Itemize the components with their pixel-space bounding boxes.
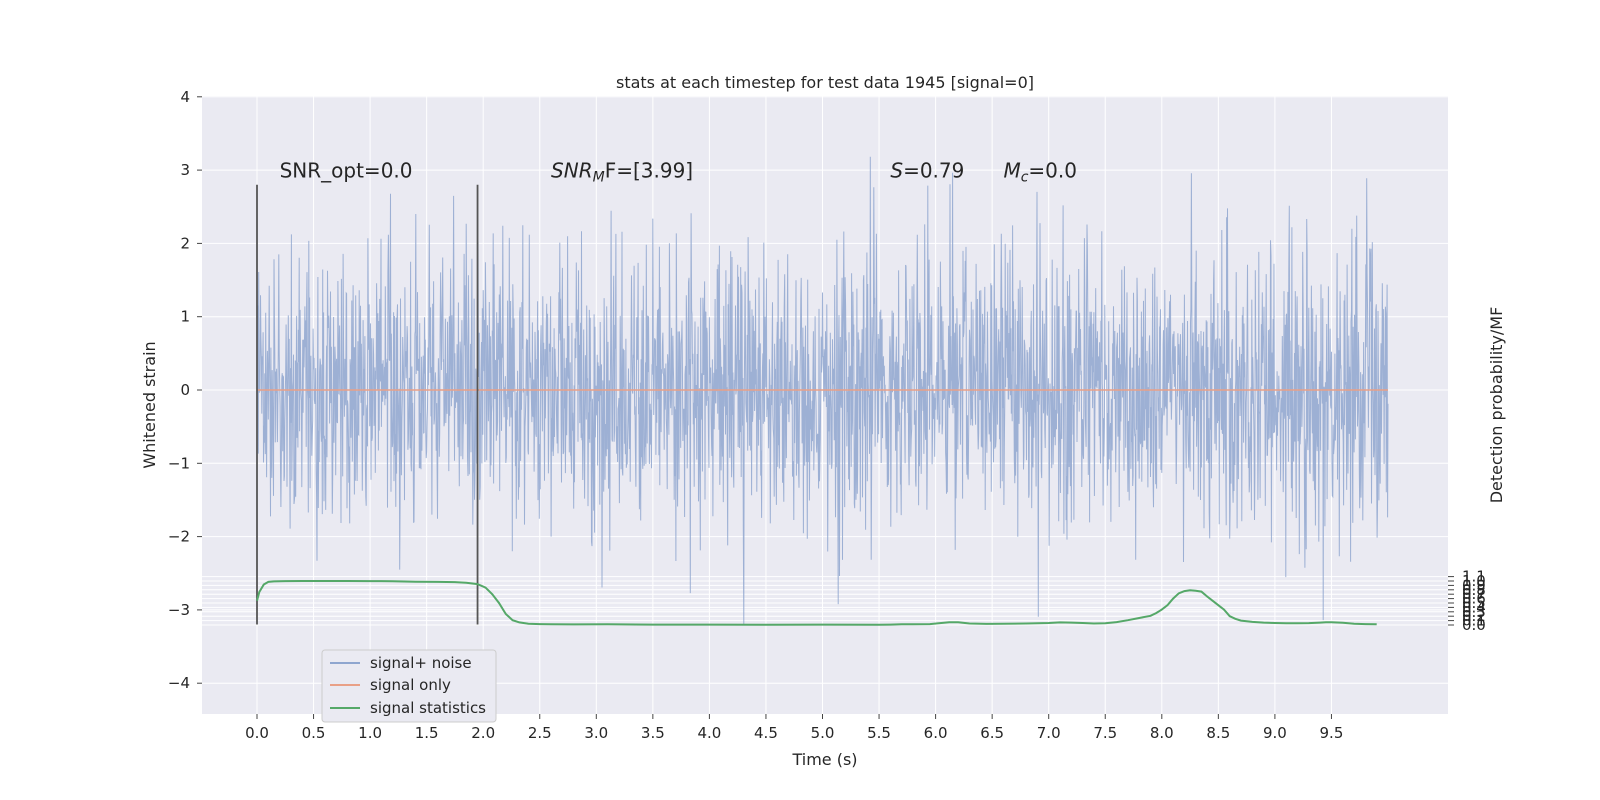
yr-tick-label-6: 0.5 [1462, 594, 1486, 612]
x-tick-label-19: 9.5 [1320, 724, 1344, 742]
chart-title: stats at each timestep for test data 194… [616, 73, 1034, 92]
annotation-snr_mf: SNRMF=[3.99] [551, 158, 693, 185]
x-tick-label-3: 1.5 [415, 724, 439, 742]
x-tick-label-1: 0.5 [302, 724, 326, 742]
x-tick-label-6: 3.0 [584, 724, 608, 742]
yr-tick-label-2: 0.9 [1462, 576, 1486, 594]
legend-box [321, 649, 497, 723]
yr-tick-label-5: 0.6 [1462, 590, 1486, 608]
yl-tick-label-4: 0 [180, 381, 190, 399]
yl-tick-label-5: −1 [168, 454, 190, 472]
x-tick-label-2: 1.0 [358, 724, 382, 742]
yl-tick-label-0: 4 [180, 88, 190, 106]
yr-tick-label-7: 0.4 [1462, 598, 1486, 616]
signal-statistics-line [256, 580, 1377, 626]
x-tick-label-4: 2.0 [471, 724, 495, 742]
y-right-axis-label: Detection probability/MF [1487, 307, 1506, 504]
x-tick-label-14: 7.0 [1037, 724, 1061, 742]
yr-tick-label-0: 1.1 [1462, 568, 1486, 586]
vertical-markers [256, 184, 479, 625]
x-tick-label-8: 4.0 [697, 724, 721, 742]
yr-tick-label-8: 0.3 [1462, 603, 1486, 621]
plot-background [202, 96, 1448, 714]
yl-tick-label-6: −2 [168, 528, 190, 546]
yr-tick-label-4: 0.7 [1462, 585, 1486, 603]
y-left-axis-ticks: 4 3 2 1 0 −1 −2 −3 −4 [168, 88, 202, 692]
x-tick-label-17: 8.5 [1206, 724, 1230, 742]
annotation-mc: Mc=0.0 [1003, 158, 1077, 185]
yl-tick-label-8: −4 [168, 674, 190, 692]
x-tick-label-9: 4.5 [754, 724, 778, 742]
yl-tick-label-7: −3 [168, 601, 190, 619]
legend-label-signal-statistics: signal statistics [370, 699, 486, 717]
yr-tick-label-10: 0.1 [1462, 612, 1486, 630]
y-left-axis-label: Whitened strain [140, 341, 159, 468]
x-tick-label-10: 5.0 [811, 724, 835, 742]
legend-label-signal-noise: signal+ noise [370, 654, 472, 672]
legend: signal+ noise signal only signal statist… [321, 649, 497, 723]
x-axis-label: Time (s) [791, 750, 857, 769]
x-tick-label-18: 9.0 [1263, 724, 1287, 742]
x-tick-label-5: 2.5 [528, 724, 552, 742]
yr-tick-label-1: 1.0 [1462, 572, 1486, 590]
x-tick-label-16: 8.0 [1150, 724, 1174, 742]
noise-trace [256, 156, 1389, 626]
annotation-s_stat: S=0.79 [890, 158, 964, 182]
x-tick-label-13: 6.5 [980, 724, 1004, 742]
annotation-snr_opt: SNR_opt=0.0 [280, 158, 413, 182]
x-tick-label-0: 0.0 [245, 724, 269, 742]
yl-tick-label-1: 3 [180, 161, 190, 179]
x-tick-label-7: 3.5 [641, 724, 665, 742]
x-tick-label-12: 6.0 [924, 724, 948, 742]
x-tick-label-11: 5.5 [867, 724, 891, 742]
yr-tick-label-9: 0.2 [1462, 607, 1486, 625]
x-tick-label-15: 7.5 [1093, 724, 1117, 742]
yl-tick-label-3: 1 [180, 308, 190, 326]
x-axis-ticks: 0.0 0.5 1.0 1.5 2.0 2.5 3.0 3.5 4.0 4.5 5.0 5.5 6.0 6… [245, 714, 1343, 742]
yr-tick-label-3: 0.8 [1462, 581, 1486, 599]
series-signal-statistics [256, 580, 1377, 626]
yr-tick-label-11: 0.0 [1462, 616, 1486, 634]
yl-tick-label-2: 2 [180, 234, 190, 252]
legend-label-signal-only: signal only [370, 676, 451, 694]
series-signal-noise [256, 156, 1389, 626]
annotations: SNR_opt=0.0 SNRMF=[3.99] S=0.79 Mc=0.0 [280, 158, 1077, 185]
y-right-axis-ticks: 1.11.00.90.80.70.60.50.40.30.20.10.0 [1448, 568, 1486, 634]
